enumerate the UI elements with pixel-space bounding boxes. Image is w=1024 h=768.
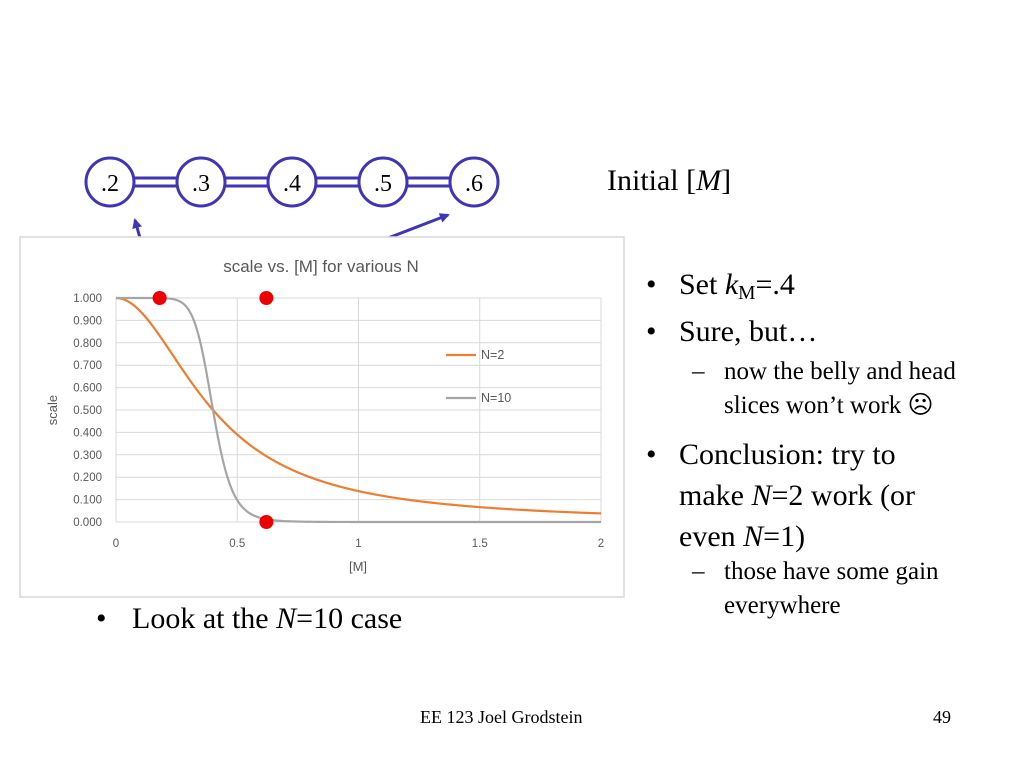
chain-node-label: .4 [283, 171, 301, 197]
sub-bullet-line: slices won’t work ☹ [724, 392, 934, 419]
bullet-dot-icon: • [646, 268, 657, 301]
chain-node-label: .2 [101, 171, 119, 197]
x-tick-label: 2 [598, 538, 604, 550]
y-tick-label: 0.100 [73, 495, 102, 507]
chain-node-label: .6 [465, 171, 483, 197]
y-tick-label: 0.500 [73, 405, 102, 417]
x-tick-label: 1.5 [472, 538, 488, 550]
bullet-text: Set kM=.4 [679, 268, 795, 304]
sub-bullet-line: everywhere [724, 592, 841, 619]
page-number: 49 [933, 707, 951, 727]
y-tick-label: 1.000 [73, 293, 102, 305]
highlight-marker [259, 291, 274, 305]
chain-node-label: .3 [192, 171, 210, 197]
initial-m-label: Initial [M] [607, 164, 732, 197]
chain-node [84, 156, 136, 208]
bullet-line: make N=2 work (or [679, 479, 916, 512]
chain-node [175, 156, 227, 208]
chain-node [266, 156, 318, 208]
chart-title: scale vs. [M] for various N [223, 257, 419, 276]
legend-label: N=2 [481, 348, 504, 362]
y-axis-label: scale [45, 395, 60, 425]
y-tick-label: 0.000 [73, 517, 102, 529]
x-axis-label: [M] [349, 559, 367, 574]
x-tick-label: 1 [355, 538, 361, 550]
x-tick-label: 0.5 [229, 538, 245, 550]
sub-bullet-line: those have some gain [724, 558, 939, 585]
highlight-marker [259, 515, 274, 529]
footer-course: EE 123 Joel Grodstein [420, 707, 583, 727]
bullet-line: Conclusion: try to [679, 438, 896, 471]
chain-node-label: .5 [374, 171, 392, 197]
chain-node [357, 156, 409, 208]
y-tick-label: 0.800 [73, 338, 102, 350]
y-tick-label: 0.600 [73, 383, 102, 395]
bullet-text: Sure, but… [679, 315, 818, 348]
bullet-dot-icon: • [646, 438, 657, 471]
highlight-marker [152, 291, 167, 305]
sub-bullet-line: now the belly and head [724, 358, 956, 385]
y-tick-label: 0.200 [73, 472, 102, 484]
chain-node [448, 156, 500, 208]
y-tick-label: 0.300 [73, 450, 102, 462]
y-tick-label: 0.700 [73, 360, 102, 372]
chart-frame [19, 236, 625, 598]
series-line-n2 [115, 296, 602, 515]
series-line-n10 [116, 296, 601, 524]
legend-label: N=10 [481, 391, 511, 405]
initial-m-chain: .2 .3 .4 .5 .6 [84, 156, 500, 208]
dash-icon: – [692, 358, 705, 385]
bullet-dot-icon: • [646, 315, 657, 348]
bullet-text: Look at the N=10 case [132, 602, 403, 635]
bullet-dot-icon: • [96, 602, 107, 635]
bullet-line: even N=1) [679, 520, 806, 553]
x-tick-label: 0 [113, 538, 119, 550]
scale-chart: scale vs. [M] for various N 0.000 0.100 0.2… [19, 236, 625, 598]
y-tick-label: 0.900 [73, 315, 102, 327]
dash-icon: – [692, 558, 705, 585]
y-tick-label: 0.400 [73, 427, 102, 439]
